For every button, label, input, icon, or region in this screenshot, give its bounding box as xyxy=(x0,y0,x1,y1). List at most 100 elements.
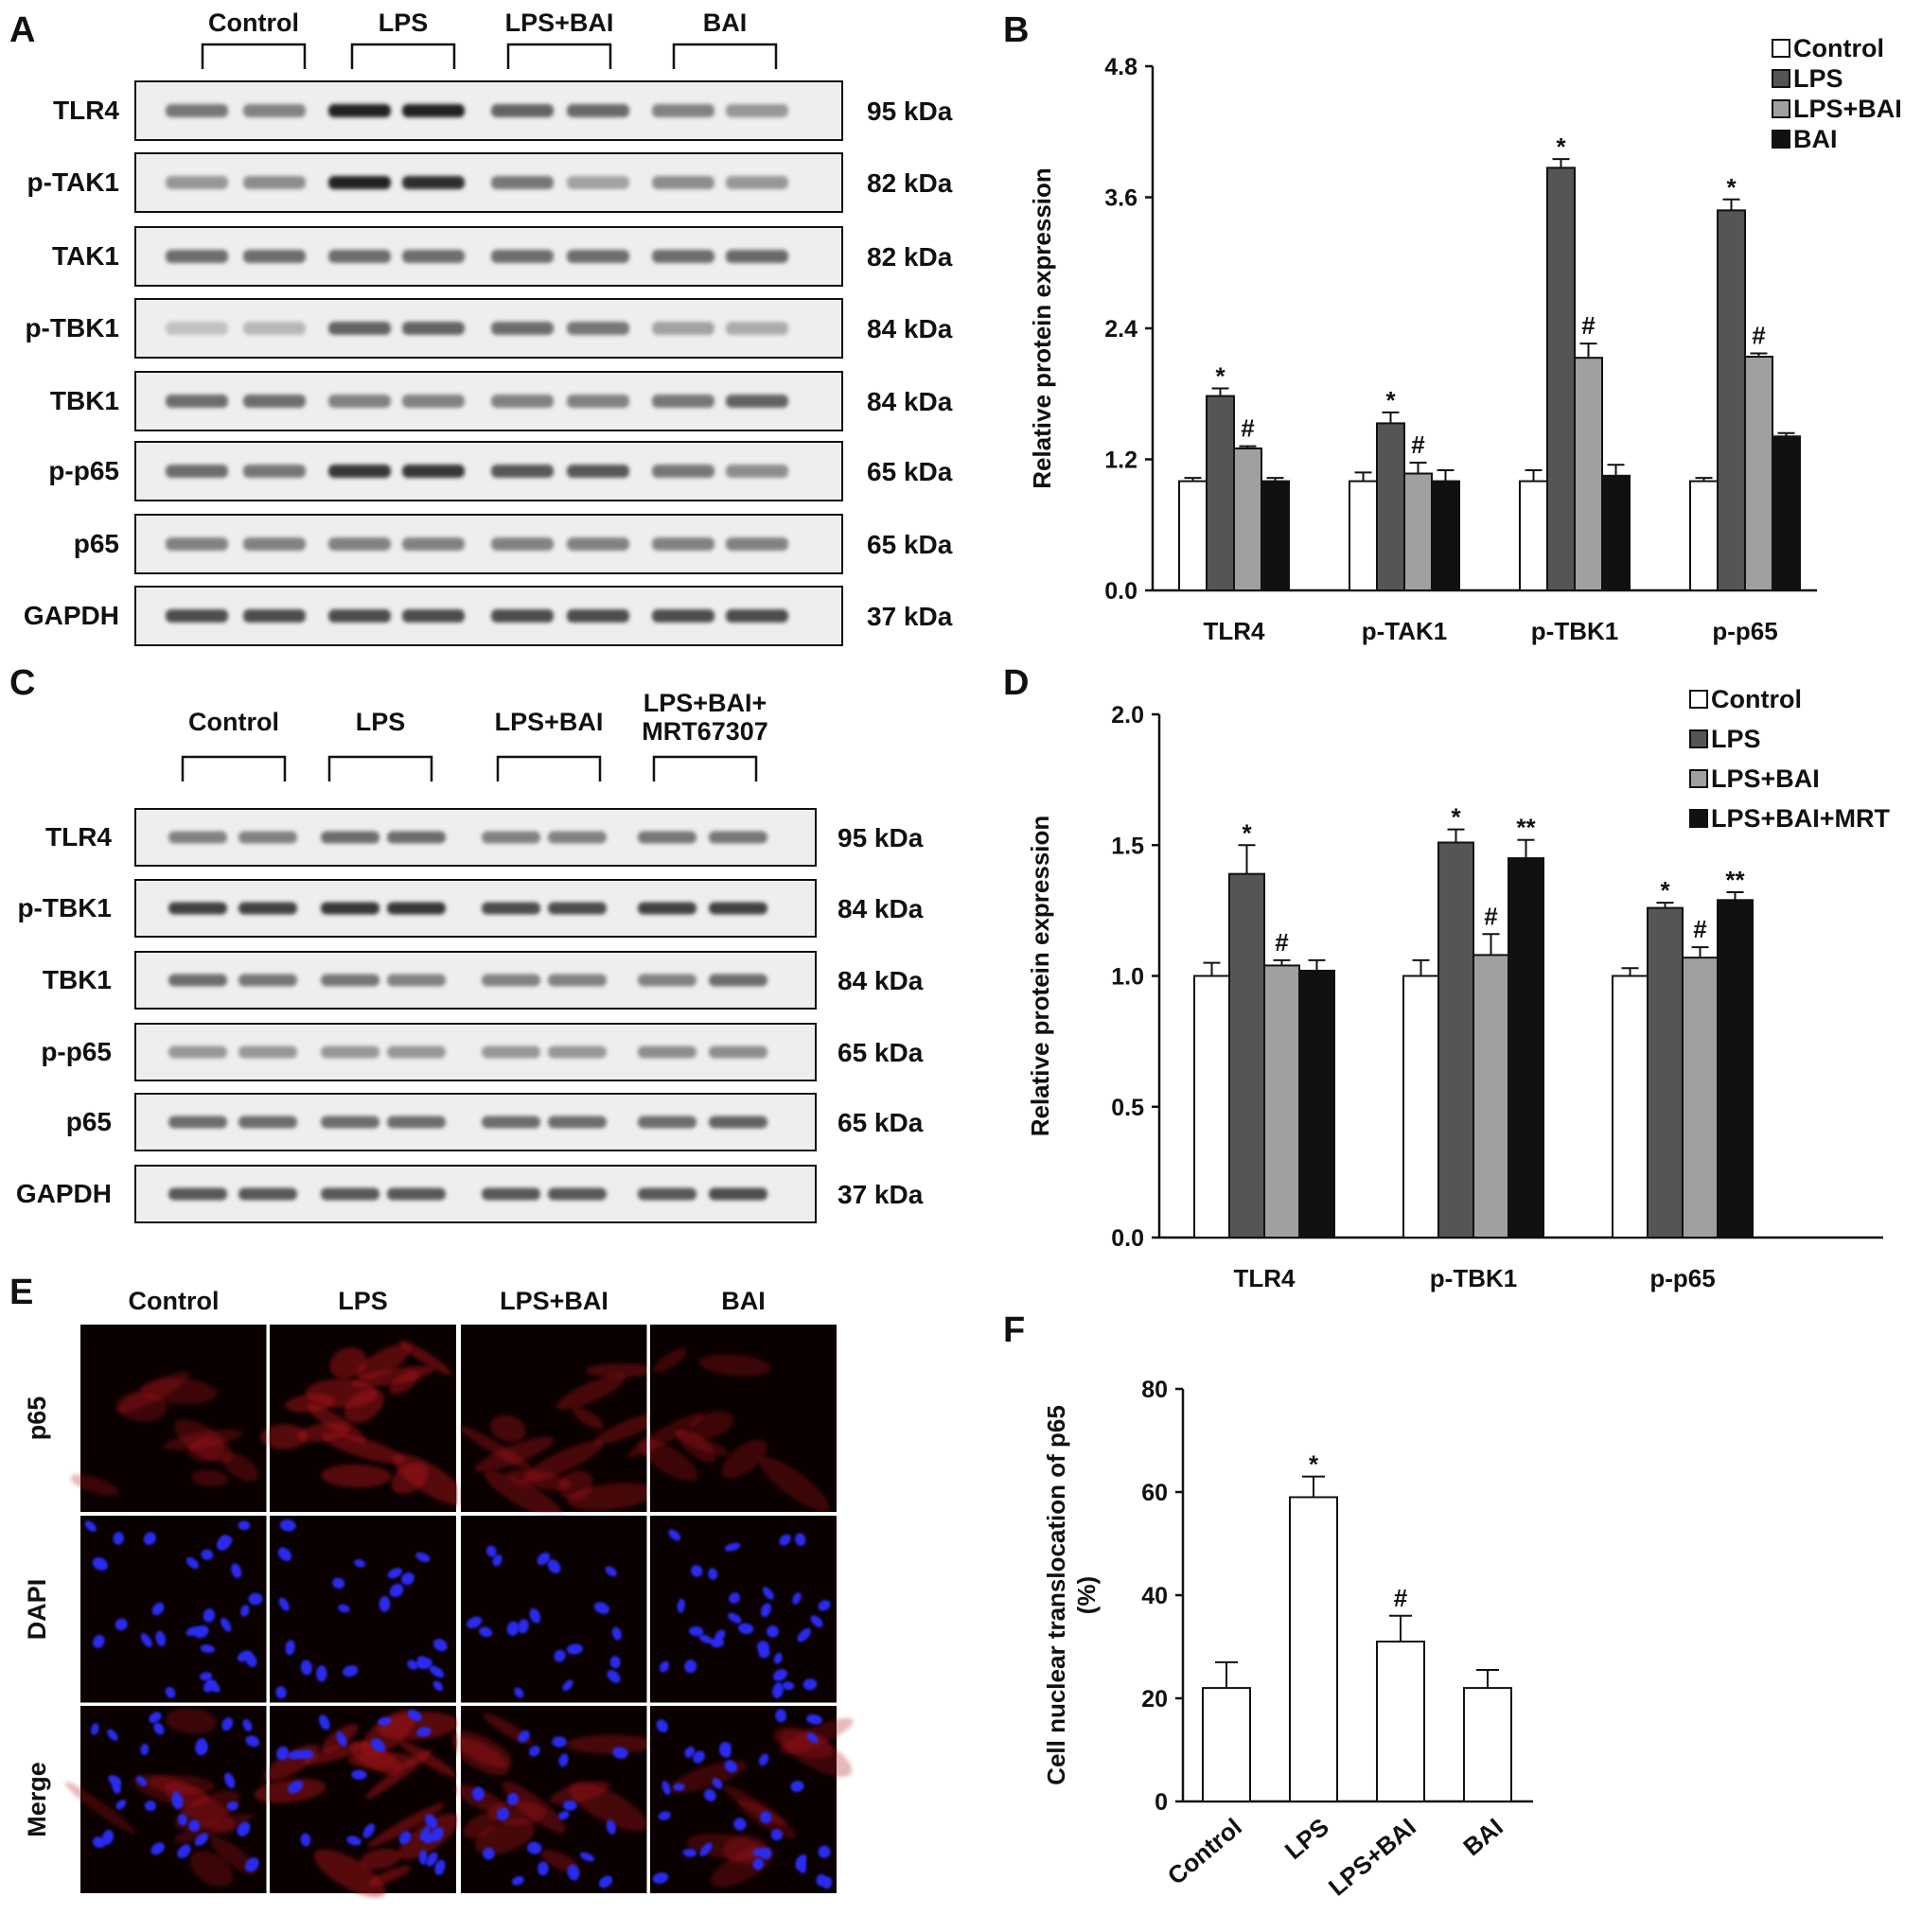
band xyxy=(166,104,228,117)
band xyxy=(709,831,767,844)
legend-swatch xyxy=(1772,130,1790,149)
panel-label-b: B xyxy=(1003,10,1029,50)
cell-cytoplasm xyxy=(565,1734,656,1754)
blot-row-p-tbk1: p-TBK1 84 kDa xyxy=(17,879,924,938)
significance-mark: * xyxy=(1556,132,1566,161)
band xyxy=(243,395,306,408)
band xyxy=(238,1115,297,1129)
nucleus xyxy=(479,1626,493,1638)
blot-row-tlr4: TLR4 95 kDa xyxy=(45,808,924,867)
cell-cytoplasm xyxy=(594,1413,662,1445)
band xyxy=(491,176,554,189)
cell-cytoplasm xyxy=(585,1363,656,1378)
nucleus xyxy=(529,1746,540,1757)
nucleus xyxy=(593,1602,610,1614)
nucleus xyxy=(719,1742,732,1758)
if-image-background xyxy=(80,1516,267,1703)
cell-cytoplasm xyxy=(350,1742,402,1775)
band xyxy=(652,537,714,551)
nucleus xyxy=(115,1800,127,1810)
nucleus xyxy=(537,1552,551,1566)
bar-tlr4-lps-bai xyxy=(1233,447,1262,592)
band xyxy=(491,250,554,263)
nucleus xyxy=(562,1800,577,1811)
nucleus xyxy=(387,1568,403,1579)
nucleus xyxy=(143,1532,156,1545)
band xyxy=(482,974,540,987)
band xyxy=(321,902,379,915)
nucleus xyxy=(684,1660,697,1674)
band xyxy=(652,176,714,189)
y-tick-label: 2.4 xyxy=(1104,316,1137,342)
band xyxy=(638,1115,697,1129)
band xyxy=(168,902,227,915)
text-line: (%) xyxy=(1072,1576,1101,1614)
nucleus xyxy=(419,1826,431,1841)
bar-tlr4-lps xyxy=(1228,872,1265,1238)
band xyxy=(726,250,788,263)
band xyxy=(638,902,697,915)
band xyxy=(243,609,306,623)
band xyxy=(243,104,306,117)
band xyxy=(567,176,629,189)
nucleus xyxy=(370,1738,386,1752)
y-tick-label: 20 xyxy=(1141,1686,1168,1712)
nucleus xyxy=(496,1807,509,1821)
nucleus xyxy=(185,1556,200,1570)
cell-cytoplasm xyxy=(780,1730,853,1778)
cell-cytoplasm xyxy=(759,1456,830,1512)
nucleus xyxy=(288,1781,304,1794)
nucleus xyxy=(201,1549,214,1560)
band xyxy=(709,902,767,915)
band xyxy=(328,395,391,408)
band xyxy=(387,1115,446,1129)
nucleus xyxy=(434,1859,446,1875)
nucleus xyxy=(703,1788,716,1801)
band xyxy=(652,322,714,335)
bar-control xyxy=(1202,1687,1251,1802)
nucleus xyxy=(658,1811,671,1820)
band xyxy=(709,1115,767,1129)
band xyxy=(238,974,297,987)
blot-label-gapdh: GAPDH xyxy=(16,1179,112,1208)
group-header-lps: LPS xyxy=(379,9,429,37)
text-line: MRT67307 xyxy=(642,717,768,746)
if-column-label-bai: BAI xyxy=(721,1287,766,1315)
band xyxy=(166,609,228,623)
band xyxy=(652,609,714,623)
legend-item-control: Control xyxy=(1772,34,1884,62)
bar-p-tbk1-control xyxy=(1519,480,1548,592)
nucleus xyxy=(728,1612,742,1624)
band xyxy=(709,1045,767,1059)
blot-label-p-tak1: p-TAK1 xyxy=(27,167,119,197)
nucleus xyxy=(431,1827,444,1842)
if-image-p65-lps-bai xyxy=(459,1325,662,1520)
legend-item-control: Control xyxy=(1689,685,1802,713)
blot-row-tbk1: TBK1 84 kDa xyxy=(43,951,924,1010)
band xyxy=(491,465,554,478)
nucleus xyxy=(316,1665,327,1682)
y-tick-label: 0 xyxy=(1155,1789,1168,1816)
cell-cytoplasm xyxy=(567,1483,656,1511)
legend-label: Control xyxy=(1711,685,1802,713)
x-tick-label-lps-bai: LPS+BAI xyxy=(1323,1813,1421,1902)
nucleus xyxy=(84,1520,97,1532)
band xyxy=(482,831,540,844)
band xyxy=(638,1045,697,1059)
y-tick-label: 1.0 xyxy=(1111,964,1144,991)
nucleus xyxy=(772,1682,784,1699)
bar-p-tbk1-control xyxy=(1402,975,1439,1238)
if-image-merge-control xyxy=(64,1706,267,1893)
group-header-control: Control xyxy=(188,708,279,736)
nucleus xyxy=(762,1587,774,1600)
blot-label-gapdh: GAPDH xyxy=(24,601,119,630)
cell-cytoplasm xyxy=(221,1452,259,1482)
nucleus xyxy=(231,1563,242,1578)
if-image-dapi-lps-bai xyxy=(461,1516,647,1703)
nucleus xyxy=(760,1603,771,1618)
nucleus xyxy=(92,1836,106,1849)
if-image-background xyxy=(461,1516,647,1703)
band xyxy=(402,104,465,117)
band xyxy=(238,1187,297,1201)
legend-swatch xyxy=(1689,729,1708,748)
